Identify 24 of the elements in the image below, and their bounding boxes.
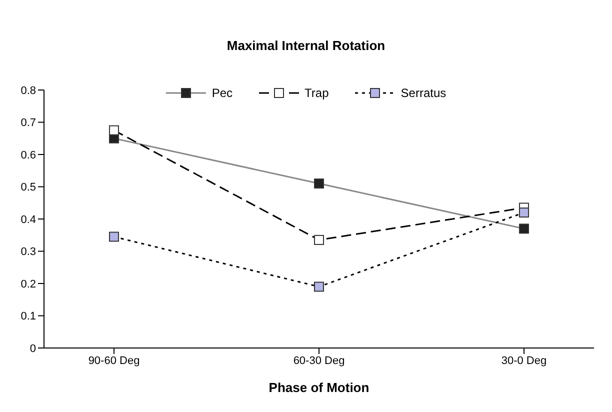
- legend-label: Serratus: [400, 86, 446, 100]
- x-axis-title: Phase of Motion: [268, 380, 370, 395]
- y-tick-label: 0.7: [20, 117, 36, 130]
- x-tick-label: 60-30 Deg: [293, 354, 345, 367]
- y-tick-label: 0.4: [20, 214, 36, 226]
- x-tick-label: 90-60 Deg: [88, 354, 140, 367]
- point: [109, 125, 119, 136]
- point: [314, 234, 324, 245]
- y-tick-label: 0.2: [20, 278, 36, 290]
- point: [314, 178, 324, 189]
- y-tick-label: 0.1: [20, 310, 36, 323]
- point: [109, 232, 119, 242]
- point: [519, 224, 529, 234]
- legend-label: Trap: [304, 86, 329, 100]
- x-tick-label: 30-0 Deg: [501, 354, 547, 367]
- y-tick-label: 0.6: [20, 149, 36, 162]
- y-tick-label: 0.8: [20, 84, 36, 97]
- point: [314, 282, 324, 292]
- y-tick-label: 0: [30, 342, 36, 355]
- point: [519, 208, 529, 218]
- chart-title: Maximal Internal Rotation: [226, 38, 386, 53]
- y-tick-label: 0.3: [20, 246, 36, 258]
- y-tick-label: 0.5: [20, 182, 36, 194]
- legend-label: Pec: [212, 86, 233, 100]
